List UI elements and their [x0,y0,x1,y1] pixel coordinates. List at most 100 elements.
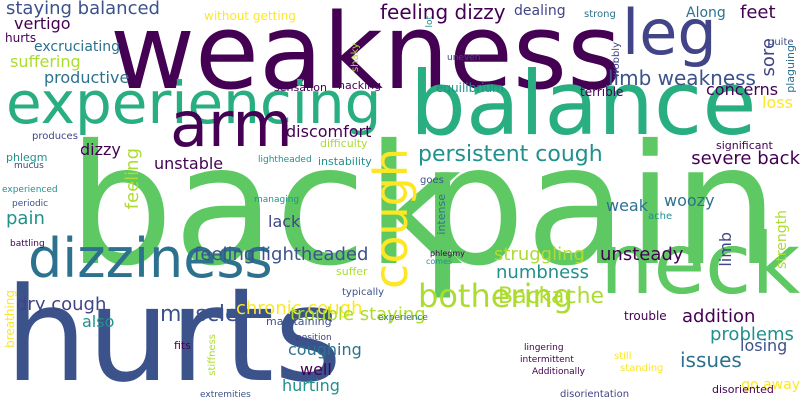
cloud-word: loss [762,93,793,112]
cloud-word: feet [740,2,776,23]
cloud-word: periodic [12,199,49,209]
cloud-word: still [614,351,632,362]
cloud-word: unsteady [600,244,684,265]
cloud-word: neck [600,215,800,313]
cloud-word: dealing [514,3,566,19]
cloud-word: dizzy [80,140,121,159]
cloud-word: uneven [447,53,481,63]
cloud-word: goes [420,175,444,186]
cloud-word: strong [584,9,616,20]
cloud-word: weak [606,196,648,215]
cloud-word: bothering [418,277,574,315]
cloud-word: shaky [350,43,361,73]
cloud-word: trouble [624,309,667,323]
cloud-word: without getting [204,9,296,23]
cloud-word: maintaining [266,315,332,328]
cloud-word: unstable [154,154,224,173]
cloud-word: addition [682,306,756,327]
cloud-word: numbness [496,262,590,283]
cloud-word: limb [716,232,735,267]
cloud-word: severe back [691,148,800,169]
cloud-word: Along [686,5,726,21]
cloud-word: wobbly [611,42,622,78]
cloud-word: feeling lightheaded [194,244,369,265]
cloud-word: disoriented [712,383,774,396]
cloud-word: suffering [10,52,81,71]
cloud-word: persistent cough [418,142,603,167]
cloud-word: lingering [524,343,564,353]
cloud-word: experienced [2,185,58,195]
cloud-word: productive [44,68,130,87]
cloud-word: woozy [664,191,715,210]
cloud-word: feeling [122,148,143,210]
cloud-word: phlegmy [430,249,465,258]
cloud-word: experience [378,313,428,323]
cloud-word: dry cough [16,294,107,315]
cloud-word: intermittent [520,355,574,365]
cloud-word: quite [768,37,794,48]
cloud-word: problems [710,324,794,345]
cloud-word: terrible [580,85,624,99]
cloud-word: cough [364,148,418,289]
cloud-word: disorientation [560,389,630,400]
cloud-word: staying balanced [6,0,160,19]
cloud-word: significant [716,139,773,152]
cloud-word: suffer [336,265,368,278]
cloud-word: excruciating [34,39,121,55]
cloud-word: breathing [3,290,17,348]
cloud-word: neck [600,215,800,313]
cloud-word: standing [620,363,664,374]
cloud-word: lightheaded [258,155,312,165]
cloud-word: experiencing [6,69,382,137]
cloud-word: struggling [494,244,585,265]
cloud-word: typically [342,287,385,298]
cloud-word: go away [741,377,800,393]
cloud-word: mucus [14,161,44,171]
cloud-word: strength [774,210,790,269]
cloud-word: back [68,110,463,303]
cloud-word: muscle [160,302,239,327]
cloud-word: phlegm [6,151,48,164]
cloud-word: limb weakness [608,66,756,90]
cloud-word: battling [10,239,45,249]
cloud-word: arm [170,88,293,161]
cloud-word: intense [435,194,448,235]
cloud-word: feeling dizzy [380,0,506,24]
cloud-word: position [296,333,332,343]
cloud-word: plaguing [784,45,797,93]
cloud-word: fits [174,339,191,352]
cloud-word: concerns [706,80,779,99]
cloud-word: coughing [288,340,362,359]
cloud-word: hurting [282,376,340,395]
cloud-word: comes [426,257,453,266]
cloud-word: equilibrium [436,81,504,95]
cloud-word: chronic cough [236,298,363,319]
cloud-word: extremities [200,390,251,400]
cloud-word: pain [420,110,779,303]
cloud-word: instability [318,155,372,168]
cloud-word: produces [32,131,78,142]
cloud-word: Backache [498,284,605,309]
cloud-word: hacking [338,79,382,92]
cloud-word: pain [6,208,45,229]
cloud-word: weakness [110,0,622,113]
cloud-word: lack [268,212,301,231]
cloud-word: losing [740,336,788,355]
cloud-word: also [82,312,115,331]
cloud-word: vertigo [14,14,71,33]
cloud-word: leg [622,0,717,69]
cloud-word: dizziness [28,227,273,290]
cloud-word: stiffness [207,334,218,376]
cloud-word: managing [254,195,300,205]
cloud-word: balance [410,52,757,155]
cloud-word: Additionally [532,367,586,377]
cloud-word: trouble staying [290,304,426,325]
cloud-word: hurts [5,31,37,45]
cloud-word: ache [648,211,673,222]
cloud-word: hurts [5,259,342,400]
cloud-word: sensation [274,81,328,94]
cloud-word: well [300,360,332,379]
cloud-word: lot [425,16,435,28]
cloud-word: discomfort [286,122,372,141]
